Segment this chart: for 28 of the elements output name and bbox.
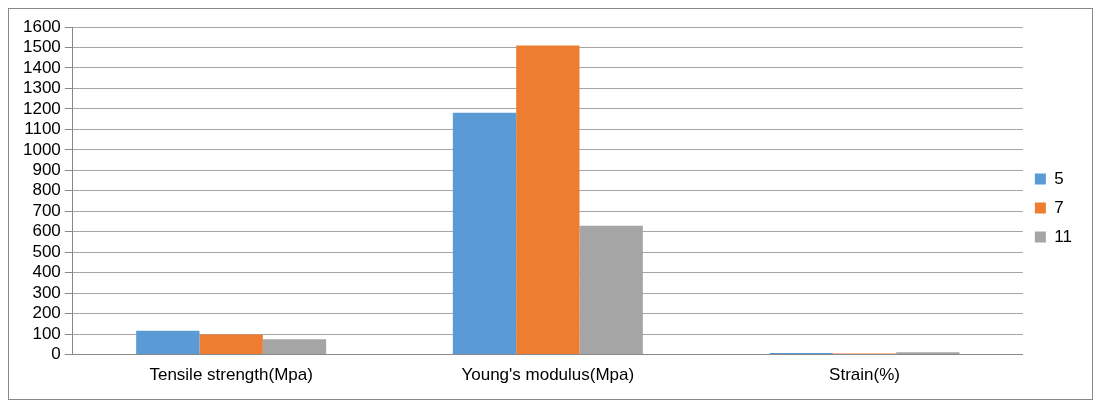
y-tick-label: 400: [32, 262, 61, 282]
x-tick-label: Strain(%): [829, 365, 900, 385]
y-tick-label: 800: [32, 180, 61, 200]
y-tick-label: 1300: [22, 78, 61, 98]
x-tick-label: Tensile strength(Mpa): [149, 365, 313, 385]
y-tick-label: 1400: [22, 57, 61, 77]
y-tick-label: 600: [32, 221, 61, 241]
y-tick-label: 1100: [24, 119, 61, 139]
y-tick-label: 1500: [22, 37, 61, 57]
bar: [136, 330, 200, 355]
bar: [452, 112, 517, 355]
bar: [199, 334, 263, 355]
bar: [516, 45, 580, 355]
y-tick-label: 1600: [22, 16, 61, 36]
y-tick-label: 300: [32, 282, 61, 302]
bar: [262, 339, 327, 355]
y-tick-label: 900: [32, 160, 61, 180]
x-tick-label: Young's modulus(Mpa): [461, 365, 635, 385]
legend-label: 7: [1054, 197, 1064, 217]
legend-label: 5: [1054, 168, 1064, 188]
legend-label: 11: [1054, 226, 1073, 246]
y-tick-label: 100: [32, 323, 61, 343]
y-tick-label: 700: [32, 200, 61, 220]
y-tick-label: 200: [32, 303, 61, 323]
y-tick-label: 1200: [22, 98, 61, 118]
y-tick-label: 500: [32, 241, 61, 261]
y-tick-label: 0: [51, 344, 61, 364]
y-tick-label: 1000: [22, 139, 61, 159]
